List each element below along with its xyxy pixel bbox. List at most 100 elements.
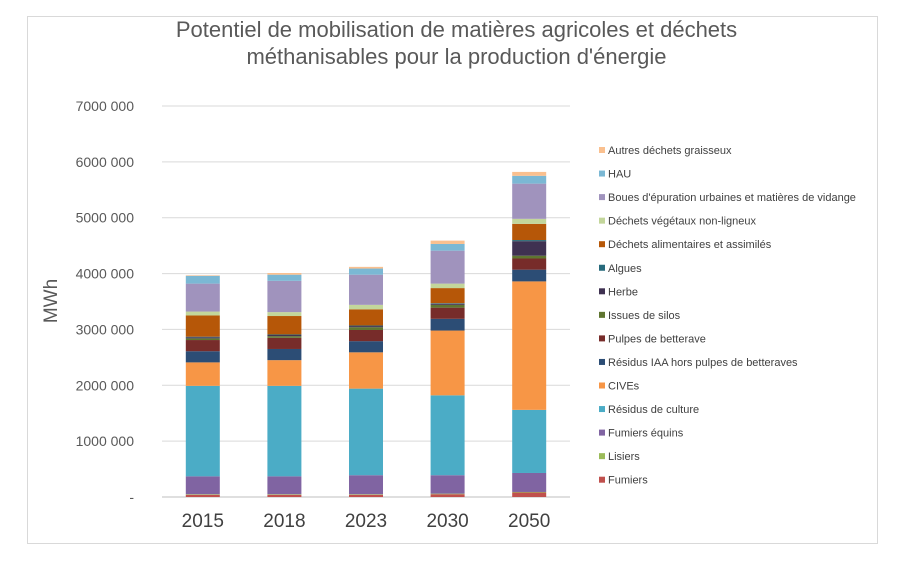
bar-segment [349,352,383,389]
bar-segment [430,475,465,494]
bar-segment [267,476,302,495]
legend-swatch [599,476,605,483]
legend-label: Fumiers équins [608,428,684,440]
legend-label: HAU [608,169,631,181]
bar-segment [349,329,383,342]
bar-segment [267,494,302,495]
bar-segment [185,340,220,352]
bar-segment [512,409,547,473]
bar-segment [267,335,302,337]
x-tick-label: 2023 [345,511,387,532]
legend-swatch [599,241,605,248]
legend-swatch [599,147,605,153]
legend-swatch [599,264,605,271]
bar-segment [430,493,465,495]
y-tick-label: 5000 000 [76,210,135,226]
bar-segment [512,171,547,176]
bar-segment [349,494,383,495]
legend-label: Déchets végétaux non-ligneux [608,216,756,228]
bar-segment [512,492,547,497]
bar-segment [185,315,220,337]
bar-segment [185,362,220,386]
bar-segment [267,273,302,275]
bar-segment [512,281,547,410]
legend-swatch [599,429,605,436]
legend-swatch [599,311,605,318]
bar-segment [430,288,465,304]
bar-segment [349,304,383,310]
legend-label: Déchets alimentaires et assimilés [608,239,772,251]
bar-segment [349,274,383,305]
bar-segment [430,240,465,244]
x-tick-label: 2018 [263,511,305,532]
bar-segment [349,475,383,495]
bar-segment [430,395,465,476]
legend-label: CIVEs [608,381,640,393]
bar-segment [349,341,383,353]
bar-segment [430,307,465,319]
y-tick-label: 2000 000 [76,377,135,393]
bar-segment [267,316,302,335]
legend-swatch [599,288,605,295]
bar-segment [267,334,302,336]
bar-segment [185,385,220,477]
bar-segment [512,472,547,492]
bar-segment [185,275,220,284]
legend-swatch [599,170,605,177]
bar-segment [185,275,220,276]
legend-label: Résidus IAA hors pulpes de betteraves [608,357,798,369]
chart-title: Potentiel de mobilisation de matières ag… [0,16,913,70]
y-tick-label: 1000 000 [76,433,135,449]
bar-segment [185,494,220,497]
bar-segment [185,494,220,495]
bar-segment [349,388,383,476]
legend-swatch [599,217,605,224]
bar-segment [430,250,465,284]
bar-segment [267,280,302,313]
legend-swatch [599,453,605,460]
bar-segment [430,303,465,305]
bar-segment [430,494,465,497]
bar-segment [267,336,302,338]
bar-segment [185,337,220,339]
bar-segment [185,338,220,341]
bar-segment [267,348,302,361]
y-axis-label: MWh [41,279,62,323]
bar-segment [267,274,302,281]
bar-segment [267,385,302,477]
legend-label: Autres déchets graisseux [608,145,732,157]
bar-segment [267,337,302,349]
y-tick-label: 6000 000 [76,154,135,170]
legend-label: Algues [608,263,642,275]
legend-label: Boues d'épuration urbaines et matières d… [608,192,856,204]
bar-segment [267,312,302,317]
bar-segment [512,269,547,282]
bar-segment [512,223,547,241]
legend-label: Résidus de culture [608,404,699,416]
bar-segment [512,240,547,242]
legend-label: Herbe [608,286,638,298]
bar-segment [512,218,547,224]
bar-segment [430,243,465,251]
y-tick-label: 4000 000 [76,266,135,282]
legend-swatch [599,335,605,342]
bar-segment [185,311,220,316]
legend-label: Issues de silos [608,310,681,322]
bar-segment [349,327,383,330]
bar-segment [185,476,220,495]
bar-segment [512,241,547,256]
x-tick-label: 2015 [182,511,224,532]
bar-segment [185,283,220,312]
bar-segment [267,360,302,386]
bar-segment [185,351,220,363]
chart-title-line-1: Potentiel de mobilisation de matières ag… [175,17,738,42]
bar-segment [349,325,383,327]
bar-segment [430,330,465,396]
x-tick-label: 2030 [426,511,468,532]
legend-swatch [599,406,605,413]
bar-segment [349,326,383,328]
bar-segment [430,318,465,331]
bar-segment [430,304,465,308]
bar-segment [349,309,383,326]
